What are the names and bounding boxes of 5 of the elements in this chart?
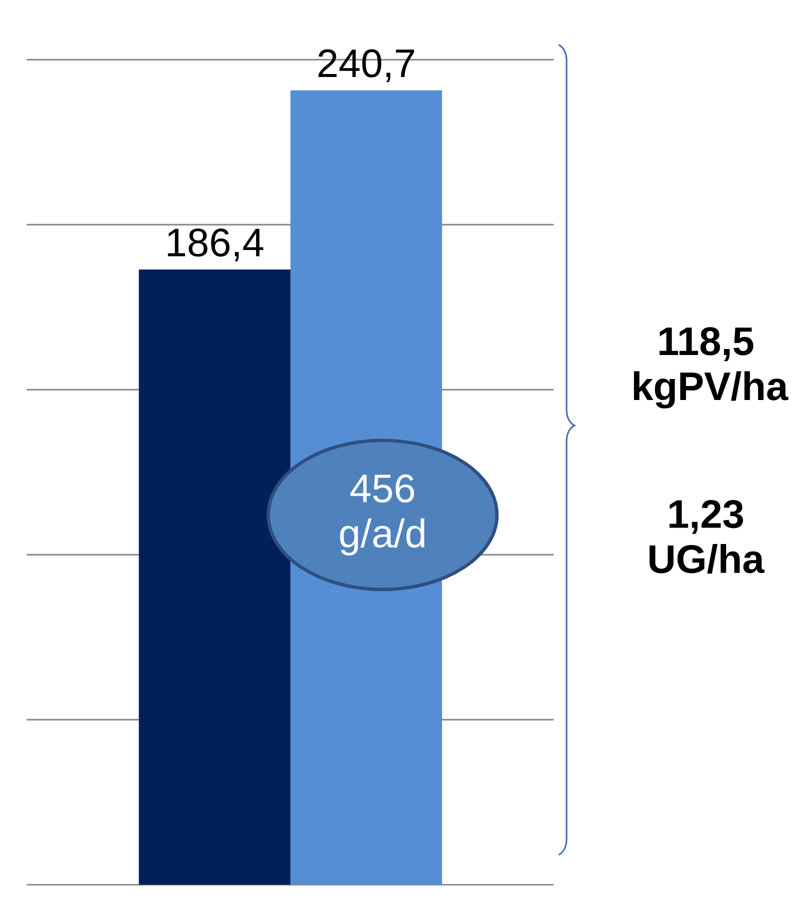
text: 118,5 kgPV/ha <box>634 327 788 408</box>
data-label: 240,7 <box>318 49 414 82</box>
annotation: 456 g/a/d <box>340 474 424 556</box>
text: 1,23 UG/ha <box>650 500 764 574</box>
data-label: 186,4 <box>168 228 264 262</box>
